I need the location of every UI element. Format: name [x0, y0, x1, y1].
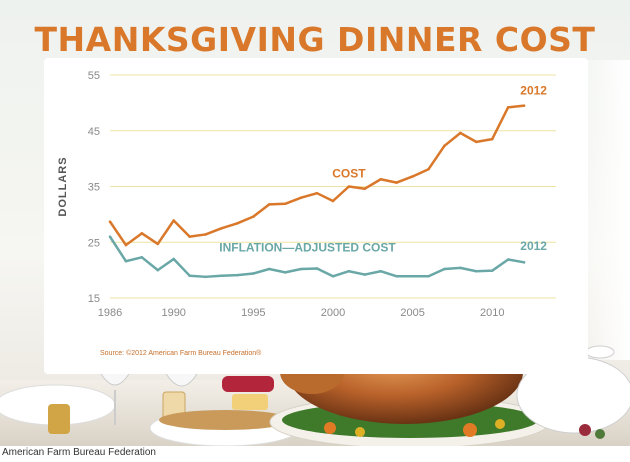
- y-tick-label: 25: [88, 237, 100, 249]
- data-point-cost: [220, 227, 223, 230]
- y-axis-label: DOLLARS: [57, 156, 69, 216]
- data-point-inflation-adjusted: [220, 274, 223, 277]
- data-point-cost: [267, 203, 271, 206]
- data-point-cost: [395, 181, 398, 184]
- data-point-inflation-adjusted: [172, 257, 176, 261]
- x-tick-label: 2010: [480, 307, 504, 319]
- data-point-cost: [506, 106, 510, 109]
- data-point-inflation-adjusted: [474, 269, 478, 273]
- data-point-inflation-adjusted: [236, 273, 239, 277]
- data-point-inflation-adjusted: [363, 273, 367, 276]
- line-chart: 15 25 35 45 55 1986 1990 1995 2000 2005 2010 DOLLAR…: [57, 70, 556, 319]
- data-point-inflation-adjusted: [331, 274, 335, 278]
- page-title: THANKSGIVING DINNER COST: [34, 20, 596, 59]
- cranberry-dish: [222, 376, 274, 392]
- y-tick-label: 35: [88, 182, 100, 194]
- source-note: Source: ©2012 American Farm Bureau Feder…: [100, 350, 262, 357]
- y-tick-label: 55: [88, 70, 100, 82]
- napkin-ring: [48, 404, 70, 434]
- end-label-cost: 2012: [520, 84, 547, 98]
- data-point-cost: [443, 144, 446, 148]
- data-point-inflation-adjusted: [267, 267, 271, 271]
- data-point-cost: [204, 233, 207, 236]
- data-point-cost: [490, 137, 494, 141]
- data-point-inflation-adjusted: [204, 275, 207, 279]
- data-point-cost: [188, 235, 191, 238]
- data-point-inflation-adjusted: [188, 274, 191, 277]
- data-point-cost: [299, 196, 303, 199]
- data-point-inflation-adjusted: [522, 261, 526, 264]
- data-point-cost: [140, 232, 144, 235]
- y-tick-label: 45: [88, 126, 100, 138]
- data-point-inflation-adjusted: [379, 269, 383, 273]
- data-point-inflation-adjusted: [252, 272, 255, 275]
- chart-panel: 15 25 35 45 55 1986 1990 1995 2000 2005 2010 DOLLAR…: [44, 58, 588, 374]
- data-point-inflation-adjusted: [315, 267, 319, 270]
- data-point-inflation-adjusted: [108, 235, 112, 238]
- data-point-cost: [108, 220, 112, 223]
- series-line-cost: [108, 104, 525, 247]
- data-point-cost: [252, 215, 255, 218]
- data-point-cost: [459, 131, 462, 135]
- data-point-inflation-adjusted: [411, 274, 414, 278]
- data-point-cost: [331, 199, 335, 203]
- data-point-cost: [379, 177, 383, 181]
- data-point-cost: [156, 242, 160, 246]
- data-point-cost: [474, 140, 478, 144]
- data-point-cost: [363, 187, 367, 191]
- data-point-cost: [411, 175, 414, 178]
- data-point-inflation-adjusted: [459, 266, 462, 270]
- series-label-inflation: INFLATION—ADJUSTED COST: [219, 241, 396, 255]
- data-point-inflation-adjusted: [395, 274, 398, 278]
- data-point-inflation-adjusted: [490, 269, 494, 272]
- data-point-cost: [347, 185, 351, 188]
- x-tick-label: 1995: [241, 307, 265, 319]
- data-point-cost: [172, 219, 176, 222]
- butter-dish: [232, 394, 268, 410]
- x-tick-label: 1990: [161, 307, 185, 319]
- data-point-inflation-adjusted: [427, 274, 430, 278]
- data-point-inflation-adjusted: [506, 258, 510, 261]
- data-point-inflation-adjusted: [443, 267, 446, 271]
- x-tick-label: 1986: [98, 307, 122, 319]
- x-tick-label: 2005: [400, 307, 424, 319]
- data-point-inflation-adjusted: [347, 269, 351, 273]
- image-credit: American Farm Bureau Federation: [0, 446, 630, 462]
- data-point-inflation-adjusted: [140, 256, 144, 259]
- x-tick-label: 2000: [321, 307, 345, 319]
- data-point-inflation-adjusted: [156, 268, 160, 272]
- end-label-inflation: 2012: [520, 239, 547, 253]
- data-point-cost: [283, 202, 287, 206]
- series-label-cost: COST: [332, 167, 366, 181]
- data-point-inflation-adjusted: [299, 267, 303, 271]
- data-point-cost: [427, 167, 430, 171]
- y-tick-label: 15: [88, 293, 100, 305]
- data-point-cost: [315, 191, 319, 195]
- data-point-cost: [124, 243, 128, 247]
- data-point-cost: [522, 104, 526, 107]
- data-point-cost: [236, 221, 239, 225]
- data-point-inflation-adjusted: [283, 271, 287, 274]
- data-point-inflation-adjusted: [124, 259, 128, 263]
